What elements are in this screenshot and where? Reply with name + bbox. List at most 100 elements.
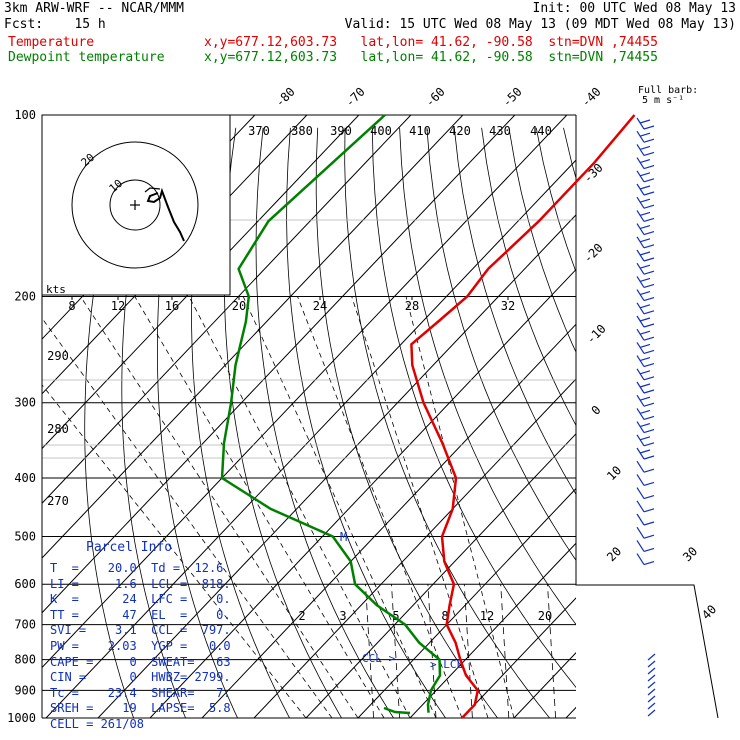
wind-barb-flag	[639, 185, 651, 190]
dry-adiabat-line	[645, 128, 740, 731]
wind-barb-lower	[647, 674, 656, 682]
isotherm-line	[253, 378, 576, 718]
dry-adiabat-line	[157, 127, 239, 718]
pressure-label: 100	[14, 108, 36, 122]
wind-barb	[636, 144, 655, 156]
hodograph-speed-label: 8	[68, 299, 75, 313]
wind-barb-flag	[639, 172, 651, 177]
wind-barb	[636, 210, 655, 222]
wind-barb-flag	[643, 534, 655, 539]
dry-adiabat-line	[344, 127, 551, 718]
pressure-label: 300	[14, 396, 36, 410]
wind-barb-flag	[639, 343, 651, 348]
wind-barb	[636, 434, 655, 447]
wind-barb-shaft	[636, 447, 645, 460]
dry-adiabat-label: 390	[330, 124, 352, 138]
wind-barb-flag	[639, 225, 651, 230]
moist-adiabat-line	[42, 384, 307, 718]
wind-barb	[636, 130, 655, 143]
wind-barb-flag	[643, 389, 655, 394]
wind-barb-flag	[643, 495, 655, 500]
wind-barb-shaft	[636, 328, 645, 341]
dewpoint-temperature-profile	[220, 114, 442, 713]
wind-barb	[636, 421, 655, 434]
isotherm-line	[42, 115, 464, 559]
lcl-marker: > LCL	[430, 658, 463, 671]
wind-barb-lower	[647, 653, 656, 661]
wind-barb-flag	[643, 323, 655, 328]
hodograph-ring	[109, 179, 161, 231]
isotherm-line	[42, 115, 360, 450]
isotherm-label: 40	[699, 602, 719, 622]
legend-dewpoint: Dewpoint temperature	[8, 50, 165, 65]
wind-barb-flag	[639, 238, 651, 243]
hodograph-speed-label: 28	[405, 299, 419, 313]
parcel-info-row: PW = 2.03 YGP = 0.0	[50, 639, 231, 653]
parcel-info-row: SVI = 3.1 CCL = 797.	[50, 623, 231, 638]
wind-barb-shaft	[636, 183, 645, 196]
wind-barb-flag	[643, 231, 655, 236]
wind-barb-shaft	[636, 223, 645, 235]
barb-legend-unit: 5 m s⁻¹	[642, 95, 684, 106]
wind-barb-shaft	[636, 474, 645, 486]
isotherm-line	[42, 115, 412, 504]
wind-barb	[636, 170, 655, 183]
wind-barb-lower	[647, 695, 656, 703]
wind-barb-flag	[639, 396, 651, 401]
ccl-marker: CCL >	[362, 652, 395, 665]
pressure-label: 600	[14, 577, 36, 591]
dry-adiabat-line	[255, 127, 395, 718]
wind-barb-flag	[643, 257, 655, 262]
wind-barb-flag	[643, 481, 655, 486]
mixing-ratio-label: 8	[441, 609, 448, 623]
wind-barb-shaft	[636, 434, 645, 447]
dry-adiabat-label: 370	[248, 124, 270, 138]
hodograph-trace	[146, 187, 185, 242]
wind-barb-shaft	[636, 368, 645, 381]
wind-barb-shaft	[636, 355, 645, 367]
wind-barb-shaft	[636, 117, 645, 130]
wind-barb-flag	[639, 436, 651, 441]
moist-adiabat-line	[242, 296, 437, 718]
wind-barb-flag	[643, 138, 655, 143]
wind-barb	[636, 289, 655, 302]
wind-barb-flag	[643, 468, 655, 473]
mixing-ratio-line	[463, 584, 473, 718]
mixing-ratio-label: 3	[339, 609, 346, 623]
parcel-info-row: LI = 1.6 LCL = 818.	[50, 576, 231, 591]
mixing-ratio-line	[391, 584, 400, 718]
wind-barb-shaft	[636, 342, 645, 354]
isotherm-line	[357, 487, 576, 718]
wind-barb-flag	[639, 277, 651, 282]
wind-barb-flag	[643, 125, 655, 130]
wind-barb	[636, 355, 655, 368]
mixing-ratio-label: 12	[480, 609, 494, 623]
wind-barb-flag	[643, 455, 655, 460]
wind-barb-flag	[643, 349, 655, 354]
pressure-label: 700	[14, 618, 36, 632]
wind-barb-flag	[639, 159, 651, 164]
dry-adiabat-line	[727, 128, 740, 731]
wind-barb-flag	[639, 251, 651, 256]
dry-adiabat-label: 290	[47, 349, 69, 363]
wind-barb-flag	[643, 402, 655, 407]
isotherm-label: -50	[500, 85, 525, 110]
wind-barb-shaft	[636, 540, 645, 552]
dewpoint-profile-surface	[383, 706, 411, 715]
wind-barb-flag	[643, 165, 655, 170]
wind-barb	[636, 500, 655, 513]
wind-barb-shaft	[636, 276, 645, 288]
wind-barb-flag	[643, 508, 655, 513]
wind-barb-flag	[643, 283, 655, 288]
wind-barb-flag	[639, 119, 651, 124]
barb-legend-title: Full barb:	[638, 85, 698, 96]
wind-barb-lower	[647, 667, 656, 675]
dry-adiabat-line	[618, 128, 740, 731]
wind-barb-shaft	[636, 196, 645, 209]
dry-adiabat-line	[121, 127, 187, 718]
wind-barb-shaft	[636, 315, 645, 328]
wind-barb	[636, 236, 655, 249]
wind-barb	[636, 262, 655, 275]
wind-barb-flag	[643, 442, 655, 447]
parcel-info-title: Parcel Info	[86, 540, 173, 555]
